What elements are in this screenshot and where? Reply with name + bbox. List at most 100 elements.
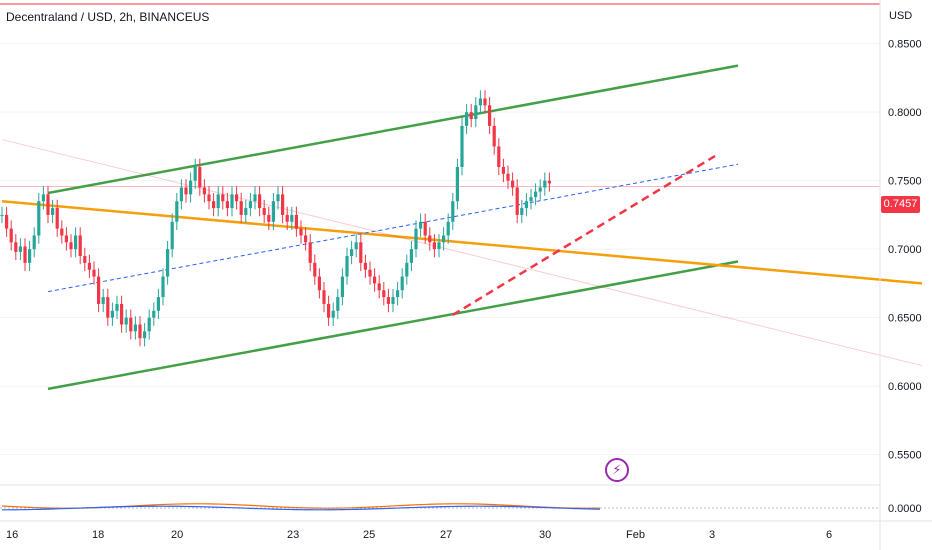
candle [451,192,455,230]
candle-body [124,317,128,325]
candle-body [488,105,492,126]
candle-body [179,187,183,202]
candle [428,227,432,251]
candle [313,254,317,285]
candle-body [120,303,124,325]
candle [446,213,450,244]
x-tick-label: 3 [709,529,715,541]
candle [465,103,469,135]
candle-body [373,276,377,284]
candle [363,254,367,278]
candle-body [32,235,36,250]
candle [276,186,280,210]
candle-body [538,187,542,192]
candle-body [83,256,87,263]
candle [253,186,257,210]
candle [32,227,36,258]
candle [391,288,395,313]
candle [198,158,202,196]
channel-top-line [47,64,739,195]
flash-icon[interactable]: ⚡ [605,458,629,482]
candle [317,268,321,299]
candle-body [492,125,496,147]
candle-body [193,166,197,181]
candle [152,302,156,326]
candle-body [51,208,55,215]
candle [377,275,381,299]
candle [368,261,372,285]
candle [184,179,188,203]
candle-body [455,166,459,202]
candle-body [313,262,317,277]
chart-title: Decentraland / USD, 2h, BINANCEUS [6,10,210,24]
candle-body [106,297,110,318]
candle [189,172,193,203]
candle [423,213,427,244]
candle-body [474,105,478,120]
candle [87,254,91,278]
candle [175,192,179,230]
candle-body [400,276,404,291]
channel-bottom-line [47,260,739,391]
candle-body [170,221,174,250]
candle-body [129,317,133,332]
candle-body [414,228,418,250]
candle [285,206,289,230]
candle-body [244,208,248,215]
candle-body [64,235,68,243]
oscillator-pane: 0.0000 [0,484,922,515]
candle [64,227,68,251]
candle-body [285,214,289,222]
candle-body [529,197,533,202]
candle [179,179,183,210]
currency-label: USD [889,10,913,22]
candle [437,234,441,258]
candle-body [69,242,73,250]
y-tick-label: 0.6000 [888,381,922,393]
candle-body [41,194,45,202]
x-tick-label: 20 [171,529,183,541]
candle-body [483,98,487,106]
candle [60,220,64,244]
candle-body [520,208,524,215]
candle [442,227,446,251]
candle-body [322,290,326,304]
candle-body [221,194,225,202]
candle-body [37,201,41,236]
candle [230,186,234,217]
candle-body [115,303,119,311]
candle [41,186,45,210]
candle-body [46,194,50,215]
candle-body [239,201,243,215]
candle-body [248,201,252,209]
y-tick-label: 0.8500 [888,39,922,51]
midline-line [47,163,739,293]
candle [37,192,41,244]
candle [97,268,101,313]
candle-body [446,221,450,236]
candle [166,240,170,285]
candle-body [409,249,413,263]
candle-body [216,194,220,209]
candle-body [294,214,298,229]
candle-body [110,310,114,318]
candle-body [340,276,344,298]
candle [124,309,128,333]
candle [396,282,400,306]
candle [483,90,487,114]
candle [110,302,114,326]
candle [225,192,229,217]
candle-body [92,269,96,277]
candle [267,206,271,230]
y-tick-label: 0.7500 [888,176,922,188]
candle [322,282,326,313]
candle-body [317,276,321,291]
candle [400,268,404,299]
candle-body [299,228,303,236]
candle-body [423,221,427,236]
candle [83,247,87,272]
candle [359,234,363,272]
candle [120,295,124,333]
candle [156,288,160,320]
